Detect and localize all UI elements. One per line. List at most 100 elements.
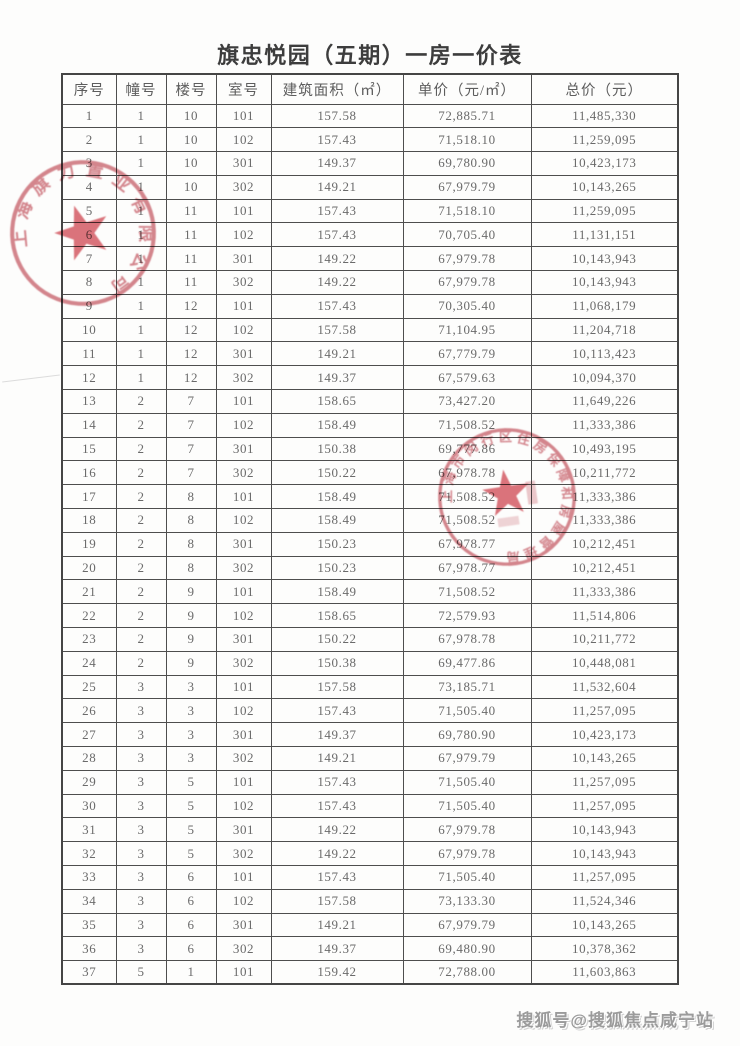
table-cell: 157.43	[270, 698, 404, 724]
table-cell: 157.43	[270, 793, 404, 819]
table-cell: 8	[165, 555, 217, 581]
table-cell: 6	[165, 888, 217, 914]
table-cell: 72,579.93	[402, 603, 532, 629]
table-cell: 150.38	[270, 436, 404, 462]
table-cell: 2	[115, 650, 167, 676]
table-cell: 67,979.78	[402, 817, 532, 843]
table-row: 28 3 3 302 149.21 67,979.79 10,143,265	[61, 746, 679, 771]
table-cell: 10,143,943	[530, 841, 679, 866]
table-cell: 10,143,265	[530, 746, 679, 771]
table-row: 23 2 9 301 150.22 67,978.78 10,211,772	[61, 627, 679, 652]
table-cell: 9	[165, 603, 217, 629]
table-cell: 10,143,265	[530, 174, 679, 200]
table-cell: 149.22	[270, 246, 404, 272]
table-cell: 9	[165, 579, 217, 605]
table-row: 3 1 10 301 149.37 69,780.90 10,423,173	[61, 151, 679, 176]
table-cell: 10	[165, 174, 217, 200]
table-cell: 11	[165, 198, 217, 224]
table-cell: 301	[215, 627, 272, 652]
table-cell: 67,979.79	[402, 174, 532, 200]
table-cell: 27	[61, 722, 117, 748]
col-header-serial: 序号	[61, 73, 117, 105]
table-cell: 2	[115, 460, 167, 486]
table-cell: 1	[115, 270, 167, 295]
table-cell: 158.65	[270, 603, 404, 629]
table-cell: 17	[61, 484, 117, 510]
table-cell: 10,423,173	[530, 722, 679, 748]
table-cell: 101	[215, 960, 272, 985]
table-row: 1 1 10 101 157.58 72,885.71 11,485,330	[61, 103, 679, 129]
table-row: 4 1 10 302 149.21 67,979.79 10,143,265	[61, 174, 679, 200]
table-cell: 158.65	[270, 389, 404, 414]
table-cell: 67,979.78	[402, 270, 532, 295]
table-cell: 71,508.52	[402, 484, 532, 510]
table-cell: 18	[61, 508, 117, 533]
table-cell: 102	[215, 508, 272, 533]
table-cell: 150.22	[270, 627, 404, 652]
table-cell: 28	[61, 746, 117, 771]
table-row: 33 3 6 101 157.43 71,505.40 11,257,095	[61, 865, 679, 890]
table-cell: 69,777.86	[402, 436, 532, 462]
table-cell: 1	[115, 127, 167, 153]
table-cell: 157.58	[270, 674, 404, 700]
table-cell: 7	[165, 436, 217, 462]
table-cell: 2	[115, 412, 167, 438]
table-cell: 36	[61, 936, 117, 962]
table-cell: 73,427.20	[402, 389, 532, 414]
table-cell: 301	[215, 817, 272, 843]
table-cell: 71,505.40	[402, 865, 532, 890]
table-cell: 149.37	[270, 722, 404, 748]
table-cell: 11,485,330	[530, 103, 679, 129]
scan-line-artifact	[2, 374, 60, 383]
table-cell: 29	[61, 769, 117, 795]
table-row: 18 2 8 102 158.49 71,508.52 11,333,386	[61, 508, 679, 533]
table-cell: 302	[215, 936, 272, 962]
table-cell: 1	[115, 317, 167, 343]
table-row: 31 3 5 301 149.22 67,979.78 10,143,943	[61, 817, 679, 843]
col-header-area: 建筑面积（㎡）	[270, 73, 404, 105]
table-cell: 158.49	[270, 412, 404, 438]
table-cell: 11,333,386	[530, 579, 679, 605]
table-cell: 302	[215, 555, 272, 581]
table-row: 9 1 12 101 157.43 70,305.40 11,068,179	[61, 293, 679, 319]
table-cell: 2	[115, 484, 167, 510]
table-cell: 102	[215, 793, 272, 819]
table-cell: 33	[61, 865, 117, 890]
table-cell: 101	[215, 484, 272, 510]
table-cell: 159.42	[270, 960, 404, 985]
table-cell: 35	[61, 912, 117, 938]
table-cell: 30	[61, 793, 117, 819]
table-cell: 12	[165, 365, 217, 391]
table-cell: 4	[61, 174, 117, 200]
table-cell: 157.58	[270, 103, 404, 129]
table-cell: 2	[115, 579, 167, 605]
table-cell: 7	[165, 389, 217, 414]
table-cell: 3	[115, 769, 167, 795]
table-row: 34 3 6 102 157.58 73,133.30 11,524,346	[61, 888, 679, 914]
table-cell: 1	[115, 103, 167, 129]
table-cell: 10,094,370	[530, 365, 679, 391]
table-cell: 71,505.40	[402, 698, 532, 724]
table-cell: 34	[61, 888, 117, 914]
table-cell: 3	[115, 865, 167, 890]
table-cell: 12	[165, 341, 217, 367]
table-cell: 301	[215, 246, 272, 272]
table-cell: 69,780.90	[402, 722, 532, 748]
table-cell: 1	[115, 198, 167, 224]
table-cell: 10,143,943	[530, 270, 679, 295]
table-cell: 10,378,362	[530, 936, 679, 962]
table-cell: 10,211,772	[530, 460, 679, 486]
table-cell: 302	[215, 174, 272, 200]
table-row: 11 1 12 301 149.21 67,779.79 10,113,423	[61, 341, 679, 367]
table-row: 15 2 7 301 150.38 69,777.86 10,493,195	[61, 436, 679, 462]
table-cell: 149.21	[270, 912, 404, 938]
table-row: 5 1 11 101 157.43 71,518.10 11,259,095	[61, 198, 679, 224]
table-cell: 149.37	[270, 936, 404, 962]
table-cell: 2	[115, 555, 167, 581]
table-cell: 5	[165, 793, 217, 819]
table-row: 36 3 6 302 149.37 69,480.90 10,378,362	[61, 936, 679, 962]
table-cell: 12	[165, 317, 217, 343]
table-cell: 69,780.90	[402, 151, 532, 176]
table-cell: 149.21	[270, 341, 404, 367]
table-cell: 149.21	[270, 174, 404, 200]
